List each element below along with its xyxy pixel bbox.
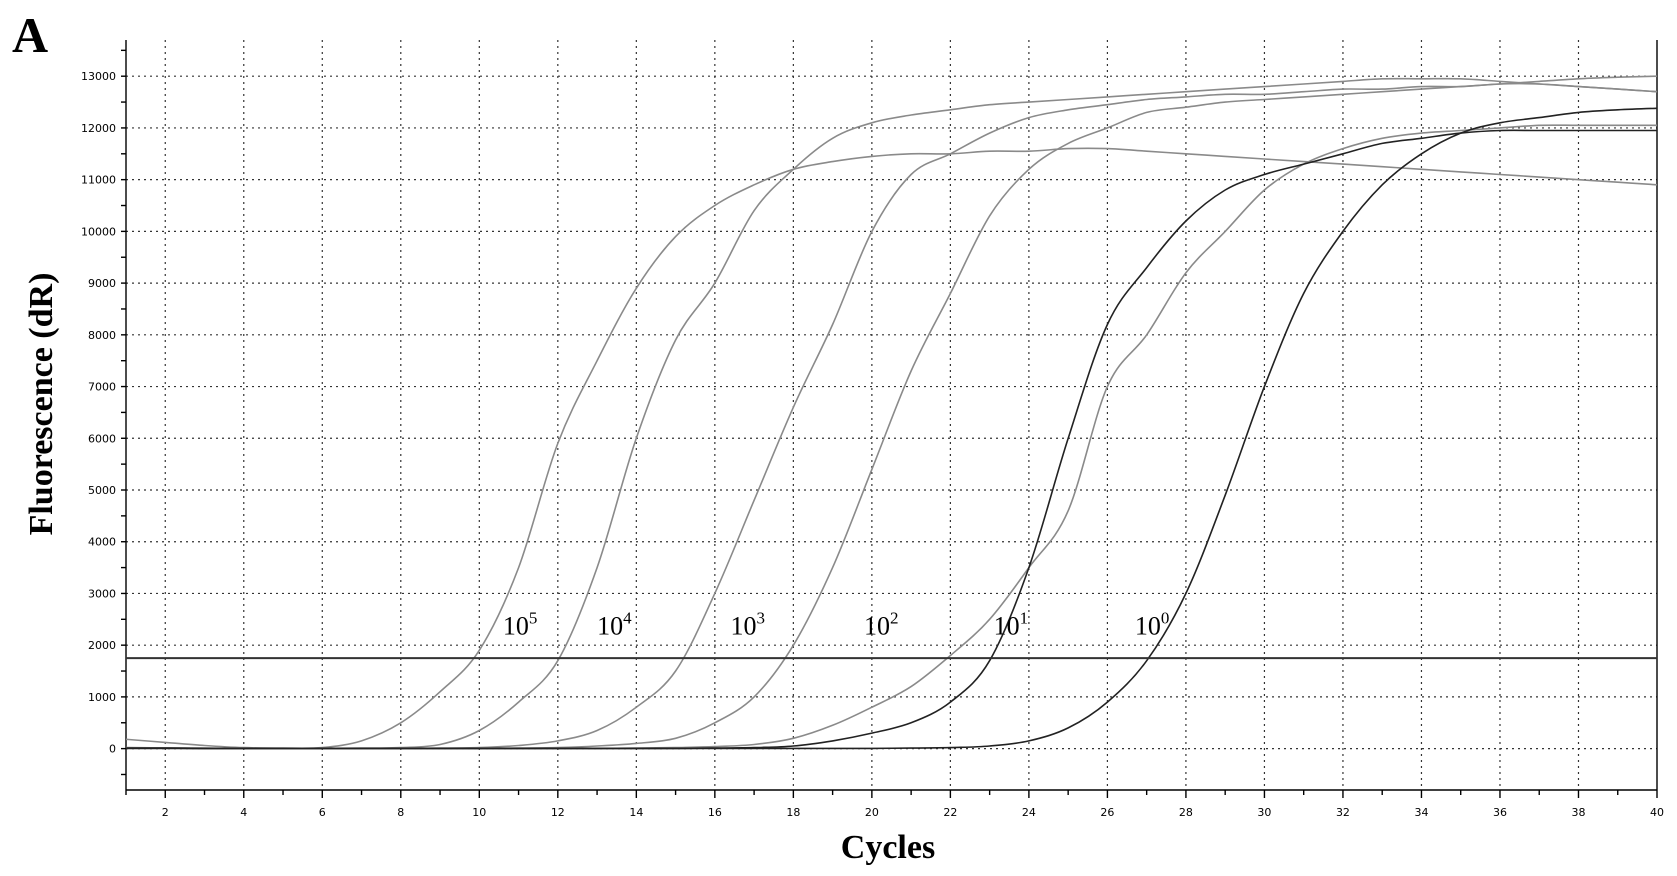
y-tick-label: 7000 [88, 381, 116, 394]
y-tick-label: 11000 [81, 174, 116, 187]
x-tick-label: 24 [1022, 806, 1036, 819]
series-label-4: 102 [864, 608, 899, 640]
series-line-4 [126, 75, 1658, 750]
x-axis-title: Cycles [841, 829, 935, 866]
x-tick-label: 36 [1493, 806, 1507, 819]
x-tick-label: 16 [708, 806, 722, 819]
y-tick-label: 10000 [81, 225, 116, 238]
axes [121, 40, 1658, 798]
series-labels: 105 104 103 102 101 100 [503, 608, 1170, 640]
panel-label: A [12, 7, 48, 63]
x-tick-label: 28 [1179, 806, 1193, 819]
grid [126, 40, 1657, 790]
series-line-6 [126, 129, 1657, 750]
y-tick-label: 6000 [88, 432, 116, 445]
y-tick-label: 0 [109, 743, 116, 756]
x-tick-labels: 2 4 6 8 10 12 14 16 18 20 22 24 26 28 30 32 34 36 38 40 [162, 806, 1664, 819]
y-tick-label: 4000 [88, 536, 116, 549]
y-tick-label: 12000 [81, 122, 116, 135]
y-tick-labels: 0 1000 2000 3000 4000 5000 6000 7000 8000 9000 100… [81, 70, 116, 755]
x-tick-label: 10 [472, 806, 486, 819]
y-tick-label: 3000 [88, 587, 116, 600]
series-line-3 [126, 82, 1658, 750]
x-tick-label: 26 [1100, 806, 1114, 819]
x-tick-label: 12 [551, 806, 565, 819]
series-label-6: 100 [1135, 608, 1170, 640]
y-tick-label: 8000 [88, 329, 116, 342]
series-label-3: 103 [731, 608, 766, 640]
series-lines [125, 75, 1658, 750]
x-tick-label: 14 [629, 806, 643, 819]
series-label-2: 104 [597, 608, 632, 640]
series-label-5: 101 [994, 608, 1029, 640]
x-tick-label: 8 [397, 806, 404, 819]
x-tick-label: 40 [1650, 806, 1664, 819]
series-line-5 [126, 124, 1657, 750]
x-tick-label: 30 [1257, 806, 1271, 819]
series-line-1 [125, 147, 1658, 750]
x-tick-label: 22 [943, 806, 957, 819]
series-label-1: 105 [503, 608, 538, 640]
y-tick-label: 13000 [81, 70, 116, 83]
x-tick-label: 38 [1571, 806, 1585, 819]
y-tick-label: 9000 [88, 277, 116, 290]
x-tick-label: 32 [1336, 806, 1350, 819]
x-tick-label: 2 [162, 806, 169, 819]
x-tick-label: 20 [865, 806, 879, 819]
y-tick-label: 1000 [88, 691, 116, 704]
series-line-7 [126, 107, 1658, 750]
y-axis-title: Fluorescence (dR) [23, 273, 60, 536]
y-tick-label: 2000 [88, 639, 116, 652]
x-tick-label: 34 [1414, 806, 1428, 819]
x-tick-label: 4 [240, 806, 247, 819]
x-tick-label: 18 [786, 806, 800, 819]
y-tick-label: 5000 [88, 484, 116, 497]
x-tick-label: 6 [319, 806, 326, 819]
